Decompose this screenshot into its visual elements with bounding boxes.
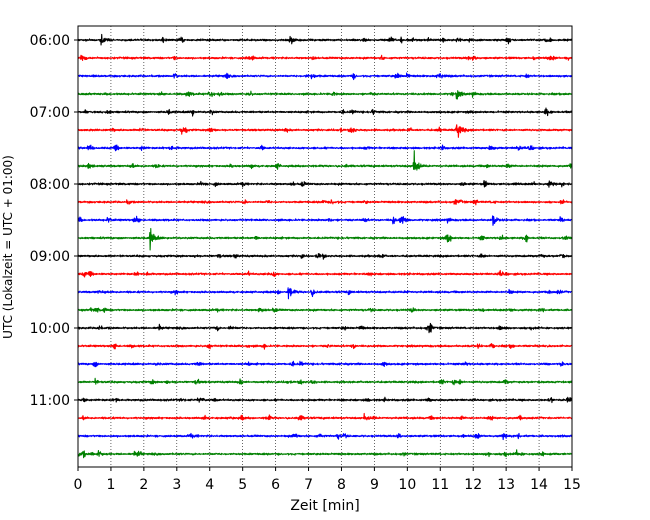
x-tick-label: 10 bbox=[398, 477, 416, 493]
seismogram-trace bbox=[77, 227, 573, 251]
seismogram-trace bbox=[77, 396, 573, 404]
seismogram-traces bbox=[77, 33, 573, 459]
x-tick-label: 14 bbox=[530, 477, 548, 493]
seismogram-trace bbox=[77, 449, 573, 459]
seismogram-trace bbox=[77, 253, 573, 260]
seismogram-trace bbox=[77, 307, 573, 313]
x-tick-label: 12 bbox=[464, 477, 482, 493]
seismogram-trace bbox=[77, 150, 573, 171]
x-tick-label: 6 bbox=[271, 477, 280, 493]
plot-frame bbox=[77, 25, 573, 468]
x-tick-label: 15 bbox=[563, 477, 581, 493]
x-tick-label: 0 bbox=[74, 477, 83, 493]
x-tick-label: 2 bbox=[139, 477, 148, 493]
seismogram-trace bbox=[77, 360, 573, 368]
seismogram-trace bbox=[77, 107, 573, 117]
y-tick-label: 10:00 bbox=[30, 321, 70, 337]
y-axis-ticks: 06:00 07:00 08:00 09:00 10:00 11:00 bbox=[30, 33, 78, 409]
seismogram-trace bbox=[77, 322, 573, 334]
x-tick-label: 8 bbox=[337, 477, 346, 493]
x-tick-label: 3 bbox=[172, 477, 181, 493]
seismogram-trace bbox=[77, 33, 573, 46]
seismogram-trace bbox=[77, 144, 573, 152]
y-tick-label: 07:00 bbox=[30, 105, 70, 121]
seismogram-trace bbox=[77, 287, 573, 300]
seismogram-trace bbox=[77, 180, 573, 188]
seismogram-trace bbox=[77, 72, 573, 81]
x-axis-ticks: 0 1 2 3 4 5 6 7 8 9 10 11 12 13 14 15 bbox=[74, 467, 581, 493]
seismogram-trace bbox=[77, 412, 573, 421]
x-tick-label: 13 bbox=[497, 477, 515, 493]
seismogram-trace bbox=[77, 215, 573, 226]
y-axis-title: UTC (Lokalzeit = UTC + 01:00) bbox=[1, 155, 15, 339]
x-tick-label: 9 bbox=[370, 477, 379, 493]
seismogram-trace bbox=[77, 343, 573, 350]
seismogram-trace bbox=[77, 54, 573, 61]
y-tick-label: 09:00 bbox=[30, 249, 70, 265]
x-tick-label: 1 bbox=[106, 477, 115, 493]
seismogram-trace bbox=[77, 124, 573, 138]
x-tick-label: 4 bbox=[205, 477, 214, 493]
seismogram-trace bbox=[77, 199, 573, 206]
seismogram-trace bbox=[77, 269, 573, 278]
x-tick-label: 11 bbox=[431, 477, 449, 493]
x-axis-title: Zeit [min] bbox=[290, 498, 359, 514]
y-tick-label: 11:00 bbox=[30, 393, 70, 409]
y-tick-label: 08:00 bbox=[30, 177, 70, 193]
x-tick-label: 5 bbox=[238, 477, 247, 493]
seismogram-trace bbox=[77, 90, 573, 100]
y-tick-label: 06:00 bbox=[30, 33, 70, 49]
seismogram-trace bbox=[77, 432, 573, 441]
seismogram-trace bbox=[77, 377, 573, 386]
x-tick-label: 7 bbox=[304, 477, 313, 493]
